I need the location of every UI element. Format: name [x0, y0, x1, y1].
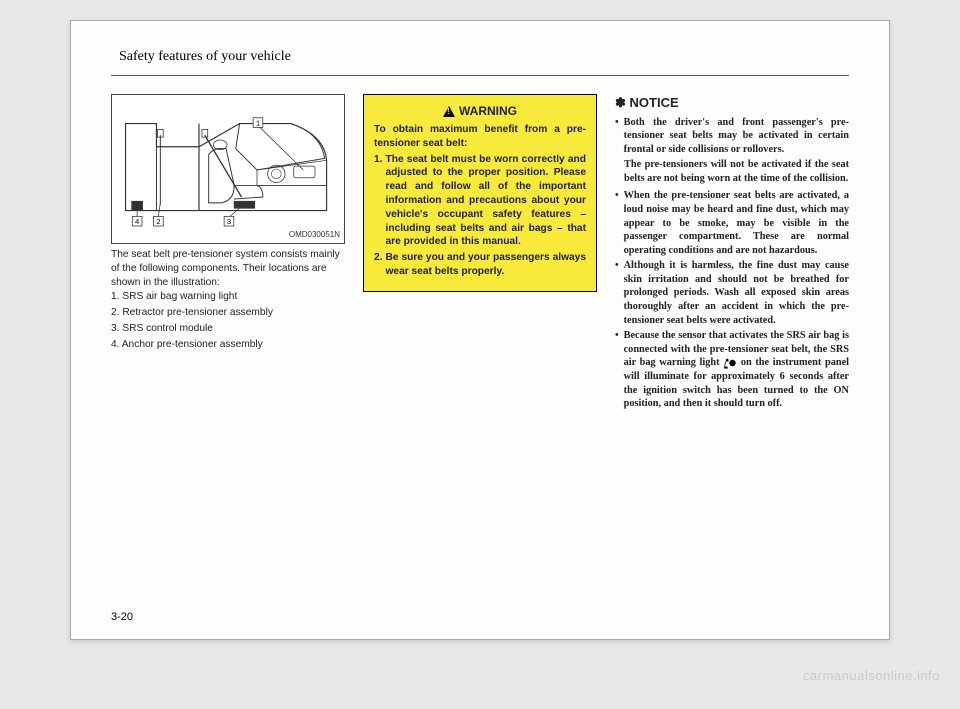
bullet: •	[615, 116, 619, 157]
notice-heading: ✽ NOTICE	[615, 94, 849, 112]
airbag-warning-icon	[723, 358, 737, 369]
lead-text: The seat belt pre-tensioner system consi…	[111, 248, 345, 289]
warning-item: 1. The seat belt must be worn correctly …	[374, 153, 586, 249]
column-1: 1 2 3 4 OMD030051N The seat belt pre-ten…	[111, 94, 345, 413]
notice-label: NOTICE	[630, 95, 679, 110]
notice-text: Both the driver's and front passenger's …	[624, 116, 849, 157]
page-number: 3-20	[111, 611, 133, 623]
warning-item: 2. Be sure you and your passengers alway…	[374, 251, 586, 279]
watermark: carmanualsonline.info	[803, 668, 940, 683]
warning-intro: To obtain maximum benefit from a pre-ten…	[374, 123, 586, 151]
illustration: 1 2 3 4 OMD030051N	[111, 94, 345, 244]
warning-label: WARNING	[459, 103, 517, 119]
manual-page: Safety features of your vehicle	[70, 20, 890, 640]
notice-text: Because the sensor that activates the SR…	[624, 329, 849, 410]
bullet: •	[615, 329, 619, 410]
warning-item-text: Be sure you and your passengers always w…	[386, 251, 587, 279]
notice-item: • Because the sensor that activates the …	[615, 329, 849, 410]
component-item: 1. SRS air bag warning light	[111, 290, 345, 305]
component-item: 2. Retractor pre-tensioner assembly	[111, 306, 345, 321]
svg-text:1: 1	[256, 119, 260, 128]
notice-symbol: ✽	[615, 95, 626, 110]
warning-heading: WARNING	[374, 103, 586, 119]
notice-subtext: The pre-tensioners will not be activated…	[624, 158, 849, 185]
svg-text:4: 4	[135, 217, 140, 226]
section-title: Safety features of your vehicle	[111, 49, 849, 69]
illustration-code: OMD030051N	[289, 230, 340, 241]
notice-item: • When the pre-tensioner seat belts are …	[615, 189, 849, 257]
warning-item-text: The seat belt must be worn correctly and…	[386, 153, 587, 249]
column-3: ✽ NOTICE • Both the driver's and front p…	[615, 94, 849, 413]
warning-item-num: 2.	[374, 251, 383, 279]
warning-item-num: 1.	[374, 153, 383, 249]
svg-text:3: 3	[227, 217, 231, 226]
warning-box: WARNING To obtain maximum benefit from a…	[363, 94, 597, 292]
bullet: •	[615, 189, 619, 257]
notice-item: • Both the driver's and front passenger'…	[615, 116, 849, 157]
notice-text: Although it is harmless, the fine dust m…	[624, 259, 849, 327]
column-2: WARNING To obtain maximum benefit from a…	[363, 94, 597, 413]
warning-triangle-icon	[443, 106, 455, 117]
header-rule	[111, 75, 849, 76]
car-interior-diagram: 1 2 3 4	[112, 95, 344, 243]
bullet: •	[615, 259, 619, 327]
notice-item: • Although it is harmless, the fine dust…	[615, 259, 849, 327]
notice-text: When the pre-tensioner seat belts are ac…	[624, 189, 849, 257]
component-item: 4. Anchor pre-tensioner assembly	[111, 338, 345, 353]
content-columns: 1 2 3 4 OMD030051N The seat belt pre-ten…	[111, 94, 849, 413]
svg-text:2: 2	[156, 217, 160, 226]
component-item: 3. SRS control module	[111, 322, 345, 337]
